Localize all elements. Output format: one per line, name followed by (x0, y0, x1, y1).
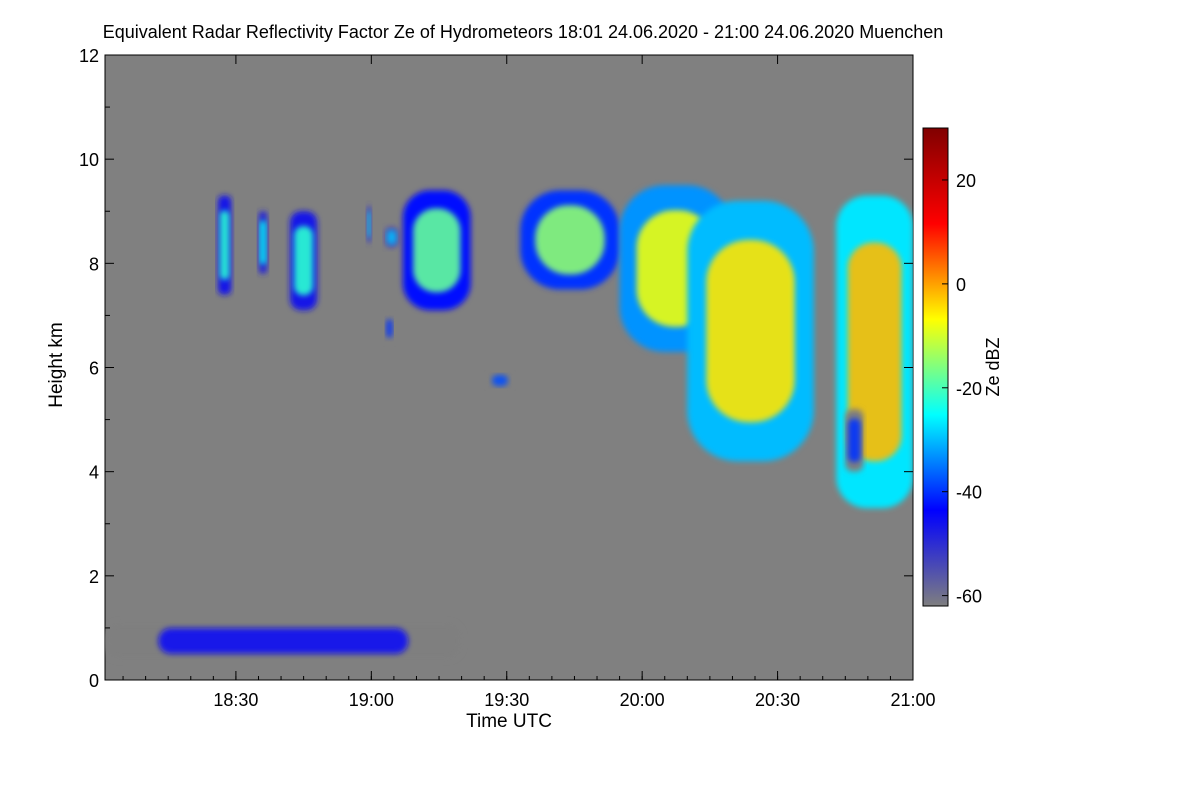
x-tick-label-3: 20:00 (620, 690, 665, 710)
y-tick-label-4: 8 (89, 254, 99, 274)
colorbar-ticks: 20 0 -20 -40 -60 (942, 171, 982, 607)
echo-core-5 (413, 208, 461, 293)
x-tick-label-2: 19:30 (484, 690, 529, 710)
y-tick-label-0: 0 (89, 671, 99, 691)
cbar-tick-label-3: -40 (956, 483, 982, 503)
echo-core-3 (367, 211, 371, 238)
axis-layer: 0 2 4 6 8 10 12 18:30 19:00 19:30 20:00 20:30 21:00 (79, 46, 936, 710)
echo-core-10 (706, 239, 795, 423)
echo-layer (105, 185, 913, 660)
y-tick-label-6: 12 (79, 46, 99, 66)
cbar-tick-label-1: 0 (956, 275, 966, 295)
cbar-tick-label-2: -20 (956, 379, 982, 399)
echo-core-0 (219, 210, 230, 280)
y-tick-label-5: 10 (79, 150, 99, 170)
x-tick-label-0: 18:30 (213, 690, 258, 710)
x-tick-label-1: 19:00 (349, 690, 394, 710)
chart-title: Equivalent Radar Reflectivity Factor Ze … (102, 22, 944, 42)
echo-core-6 (386, 319, 393, 338)
echo-core-11 (847, 242, 902, 462)
colorbar (922, 127, 949, 607)
cbar-tick-label-0: 20 (956, 171, 976, 191)
echo-core-2 (294, 226, 314, 296)
echo-core-7 (492, 375, 508, 386)
echo-core-12 (847, 418, 861, 463)
cbar-tick-label-4: -60 (956, 587, 982, 607)
y-tick-label-3: 6 (89, 359, 99, 379)
y-axis-label: Height km (46, 322, 67, 408)
x-tick-label-5: 21:00 (890, 690, 935, 710)
y-tick-label-2: 4 (89, 463, 99, 483)
x-axis-label: Time UTC (466, 711, 552, 732)
echo-core-13 (158, 628, 409, 654)
echo-core-1 (259, 220, 267, 265)
echo-core-4 (386, 230, 397, 245)
x-tick-label-4: 20:30 (755, 690, 800, 710)
echo-core-8 (535, 205, 605, 275)
y-tick-label-1: 2 (89, 567, 99, 587)
colorbar-label: Ze dBZ (983, 337, 1003, 396)
